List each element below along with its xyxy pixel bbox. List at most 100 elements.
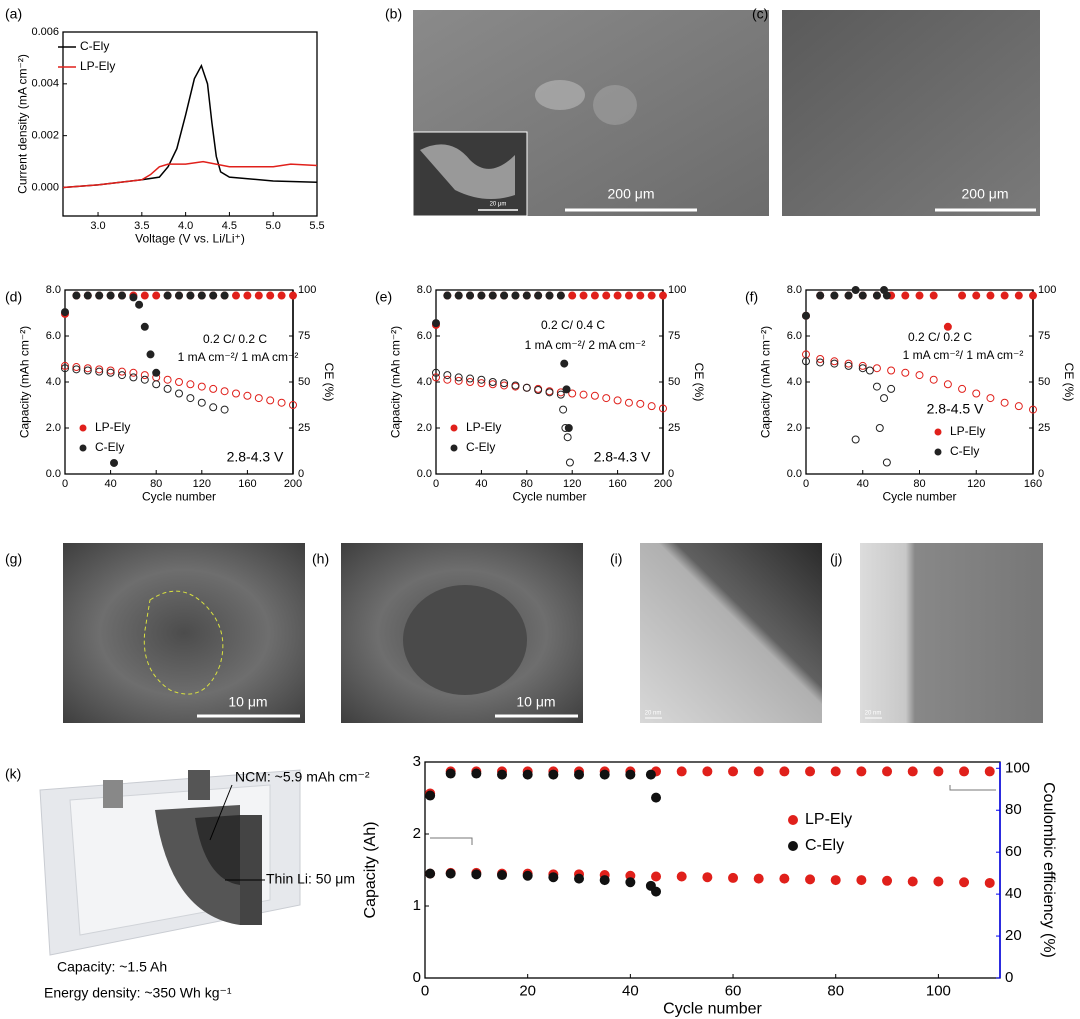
point xyxy=(163,375,172,384)
point xyxy=(779,873,790,884)
point xyxy=(197,398,206,407)
point xyxy=(779,766,790,777)
x-tick-label: 5.5 xyxy=(309,220,324,232)
point xyxy=(858,291,867,300)
point xyxy=(728,872,739,883)
y2-tick-label: 50 xyxy=(668,376,680,388)
point xyxy=(887,384,896,393)
y-tick-label: 6.0 xyxy=(787,330,802,342)
point xyxy=(443,291,452,300)
point xyxy=(651,792,662,803)
point xyxy=(220,405,229,414)
pointer xyxy=(209,784,233,841)
annotation: 0.2 C/ 0.2 C xyxy=(203,332,267,346)
y2-tick-label: 0 xyxy=(1005,969,1013,986)
sem-image xyxy=(782,10,1040,216)
point xyxy=(95,365,104,374)
point xyxy=(659,291,667,300)
scale-label: 20 μm xyxy=(490,202,507,208)
point xyxy=(556,291,565,300)
point xyxy=(1000,291,1009,300)
point xyxy=(220,387,229,396)
y2-tick-label: 0 xyxy=(668,468,674,480)
y-tick-label: 8.0 xyxy=(46,284,61,296)
point xyxy=(830,766,841,777)
point xyxy=(1029,291,1037,300)
x-tick-label: 0 xyxy=(421,982,429,999)
panel-label: (h) xyxy=(312,551,329,567)
point xyxy=(880,394,889,403)
point xyxy=(728,766,739,777)
panel-label: (c) xyxy=(752,6,768,22)
y-tick-label: 0.002 xyxy=(31,130,59,142)
y2-tick-label: 20 xyxy=(1005,927,1022,944)
x-tick-label: 40 xyxy=(857,478,869,490)
point xyxy=(872,291,881,300)
sem-feature xyxy=(535,80,585,110)
x-tick-label: 200 xyxy=(654,478,672,490)
point xyxy=(830,291,839,300)
point xyxy=(61,308,69,317)
point xyxy=(488,291,497,300)
tab xyxy=(188,770,210,800)
point xyxy=(443,371,452,380)
point xyxy=(986,394,995,403)
point xyxy=(958,384,967,393)
x-tick-label: 3.5 xyxy=(134,220,149,232)
panel-label: (f) xyxy=(745,289,758,305)
x-tick-label: 120 xyxy=(967,478,985,490)
y-tick-label: 6.0 xyxy=(417,330,432,342)
point xyxy=(901,368,910,377)
point xyxy=(175,389,183,398)
point xyxy=(72,363,81,372)
annotation: 2.8-4.3 V xyxy=(227,449,284,465)
point xyxy=(574,769,585,780)
cell-label: Capacity: ~1.5 Ah xyxy=(57,959,167,975)
y2-tick-label: 50 xyxy=(298,376,310,388)
x-tick-label: 100 xyxy=(926,982,951,999)
point xyxy=(958,291,967,300)
x-tick-label: 40 xyxy=(622,982,639,999)
point xyxy=(522,291,531,300)
point xyxy=(830,359,839,368)
point xyxy=(83,366,92,375)
y-tick-label: 4.0 xyxy=(787,376,802,388)
point xyxy=(1014,291,1023,300)
panel-label: (e) xyxy=(375,289,392,305)
x-tick-label: 80 xyxy=(827,982,844,999)
x-tick-label: 3.0 xyxy=(90,220,105,232)
point xyxy=(243,291,252,300)
point xyxy=(140,322,149,331)
tab xyxy=(103,780,123,808)
point xyxy=(943,380,952,389)
point xyxy=(454,291,463,300)
point xyxy=(562,385,571,394)
point xyxy=(872,382,881,391)
legend-label: LP-Ely xyxy=(805,811,852,828)
x-tick-label: 80 xyxy=(521,478,533,490)
point xyxy=(602,394,611,403)
y2-tick-label: 100 xyxy=(1005,759,1030,776)
point xyxy=(425,868,436,879)
point xyxy=(579,291,588,300)
x-axis-label: Cycle number xyxy=(142,489,216,503)
point xyxy=(565,458,574,467)
point xyxy=(564,424,573,432)
point xyxy=(140,291,149,300)
legend-label: C-Ely xyxy=(805,837,844,854)
point xyxy=(445,768,456,779)
point xyxy=(882,291,891,300)
point xyxy=(135,300,144,309)
layers xyxy=(240,815,262,925)
plot-frame xyxy=(62,31,318,217)
point xyxy=(882,875,893,886)
y-axis-label: Current density (mA cm⁻²) xyxy=(16,54,30,194)
point xyxy=(1029,405,1037,414)
y-axis-label: Capacity (mAh cm⁻²) xyxy=(759,326,773,438)
point xyxy=(425,790,436,801)
point xyxy=(110,458,119,467)
annotation: 1 mA cm⁻²/ 2 mA cm⁻² xyxy=(525,338,646,352)
point xyxy=(972,291,981,300)
point xyxy=(95,367,104,376)
